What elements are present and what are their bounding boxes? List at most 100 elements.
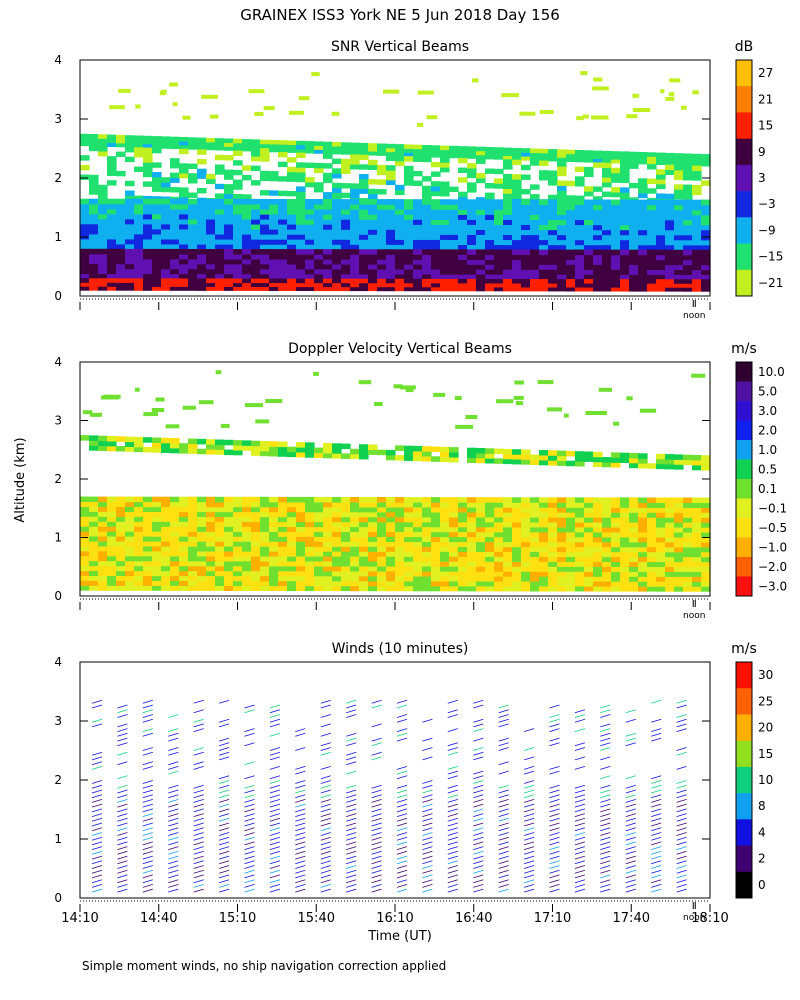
heatmap-cell: [548, 249, 558, 256]
heatmap-cell: [440, 186, 450, 192]
heatmap-cell: [251, 198, 261, 205]
heatmap-cell: [539, 279, 549, 284]
heatmap-cell: [647, 551, 657, 558]
heatmap-cell: [521, 286, 531, 292]
heatmap-cell: [692, 459, 702, 466]
heatmap-cell: [539, 214, 549, 220]
heatmap-speckle: [668, 92, 675, 97]
heatmap-cell: [323, 229, 333, 235]
wind-barb: [574, 888, 586, 893]
heatmap-cell: [611, 576, 621, 582]
heatmap-cell: [251, 268, 261, 275]
heatmap-cell: [458, 521, 468, 528]
heatmap-cell: [269, 585, 279, 591]
heatmap-cell: [692, 283, 702, 288]
heatmap-cell: [404, 273, 414, 280]
heatmap-cell: [161, 228, 171, 235]
heatmap-cell: [152, 560, 162, 567]
heatmap-cell: [530, 526, 540, 533]
wind-barb: [346, 761, 357, 766]
heatmap-cell: [368, 264, 378, 270]
heatmap-cell: [539, 502, 549, 508]
heatmap-cell: [557, 283, 567, 288]
wind-barb: [371, 860, 382, 865]
heatmap-cell: [350, 556, 360, 562]
heatmap-cell: [377, 526, 387, 533]
heatmap-cell: [323, 209, 333, 215]
heatmap-cell: [656, 561, 666, 567]
wind-barb: [422, 860, 433, 865]
heatmap-cell: [647, 219, 657, 226]
heatmap-cell: [557, 209, 567, 216]
heatmap-cell: [350, 561, 360, 567]
heatmap-cell: [314, 219, 324, 225]
heatmap-speckle: [210, 114, 219, 119]
heatmap-cell: [620, 214, 630, 221]
heatmap-cell: [305, 263, 315, 270]
heatmap-cell: [260, 268, 270, 275]
wind-barb: [574, 822, 586, 827]
heatmap-cell: [242, 575, 252, 582]
heatmap-cell: [575, 461, 585, 467]
heatmap-cell: [683, 199, 693, 206]
heatmap-cell: [665, 160, 675, 166]
heatmap-cell: [422, 526, 432, 533]
heatmap-cell: [215, 213, 225, 220]
heatmap-cell: [395, 269, 405, 275]
heatmap-cell: [512, 183, 522, 190]
heatmap-cell: [233, 208, 243, 215]
heatmap-cell: [350, 219, 360, 225]
heatmap-cell: [197, 560, 207, 567]
heatmap-cell: [467, 209, 477, 215]
heatmap-cell: [170, 158, 180, 164]
heatmap-cell: [575, 502, 585, 508]
heatmap-cell: [296, 259, 306, 265]
wind-barb: [346, 865, 357, 869]
heatmap-cell: [467, 521, 477, 528]
heatmap-cell: [242, 551, 252, 557]
heatmap-cell: [89, 179, 99, 185]
heatmap-cell: [107, 223, 117, 230]
heatmap-cell: [557, 502, 567, 508]
heatmap-cell: [530, 209, 540, 215]
heatmap-cell: [467, 556, 477, 562]
heatmap-cell: [593, 229, 603, 236]
heatmap-cell: [152, 282, 162, 287]
wind-barb: [142, 709, 153, 714]
heatmap-cell: [170, 263, 180, 270]
heatmap-cell: [305, 506, 315, 513]
wind-barb: [574, 817, 586, 822]
heatmap-cell: [575, 279, 585, 284]
wind-barb: [422, 817, 433, 822]
heatmap-cell: [440, 511, 450, 518]
heatmap-cell: [359, 178, 369, 185]
heatmap-cell: [566, 249, 576, 256]
heatmap-cell: [233, 526, 243, 532]
heatmap-cell: [134, 198, 144, 205]
heatmap-cell: [278, 239, 288, 245]
heatmap-cell: [512, 151, 522, 157]
heatmap-cell: [521, 239, 531, 246]
heatmap-cell: [701, 234, 711, 241]
heatmap-cell: [179, 550, 189, 557]
heatmap-cell: [125, 273, 135, 279]
heatmap-cell: [323, 149, 333, 155]
heatmap-cell: [431, 254, 441, 260]
heatmap-cell: [332, 556, 342, 562]
wind-barb: [117, 737, 128, 742]
heatmap-speckle: [576, 116, 584, 121]
heatmap-cell: [440, 209, 450, 215]
heatmap-cell: [332, 204, 342, 210]
wind-barb: [117, 704, 128, 709]
heatmap-cell: [665, 551, 675, 558]
wind-barb: [346, 794, 357, 799]
heatmap-cell: [665, 283, 675, 288]
heatmap-cell: [413, 229, 423, 235]
heatmap-cell: [359, 224, 369, 230]
heatmap-cell: [683, 229, 693, 236]
heatmap-cell: [530, 507, 540, 513]
heatmap-cell: [647, 204, 657, 211]
heatmap-cell: [539, 450, 549, 456]
heatmap-cell: [512, 209, 522, 215]
wind-barb: [651, 794, 662, 799]
